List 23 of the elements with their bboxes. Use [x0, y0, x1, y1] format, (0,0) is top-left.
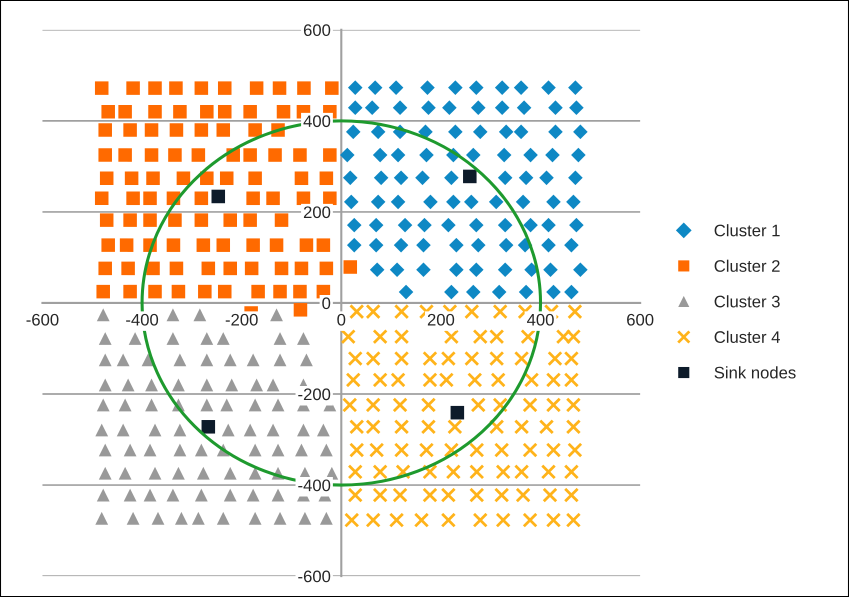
x-tick-label: 400	[527, 314, 554, 326]
x-tick-label: -400	[126, 314, 158, 326]
legend-label: Cluster 4	[714, 330, 780, 343]
x-tick-label: -200	[226, 314, 258, 326]
y-tick-label: 600	[304, 24, 330, 36]
y-tick-label: 0	[322, 297, 330, 310]
point	[212, 190, 226, 204]
x-tick-label: 0	[337, 314, 346, 326]
y-tick-label: 400	[303, 115, 330, 128]
y-tick-label: -400	[298, 479, 330, 492]
y-tick-label: -200	[298, 388, 330, 400]
point	[450, 406, 464, 420]
x-tick-label: 600	[627, 314, 654, 326]
point	[463, 170, 477, 184]
y-tick-label: -600	[298, 570, 330, 582]
point	[202, 420, 216, 434]
legend-label: Cluster 2	[714, 260, 780, 272]
legend-label: Cluster 3	[714, 295, 780, 308]
y-tick-label: 200	[304, 206, 330, 218]
legend-label: Cluster 1	[714, 224, 780, 236]
legend-label: Sink nodes	[714, 366, 796, 379]
x-tick-label: -600	[26, 314, 58, 326]
x-tick-label: 200	[428, 314, 454, 326]
